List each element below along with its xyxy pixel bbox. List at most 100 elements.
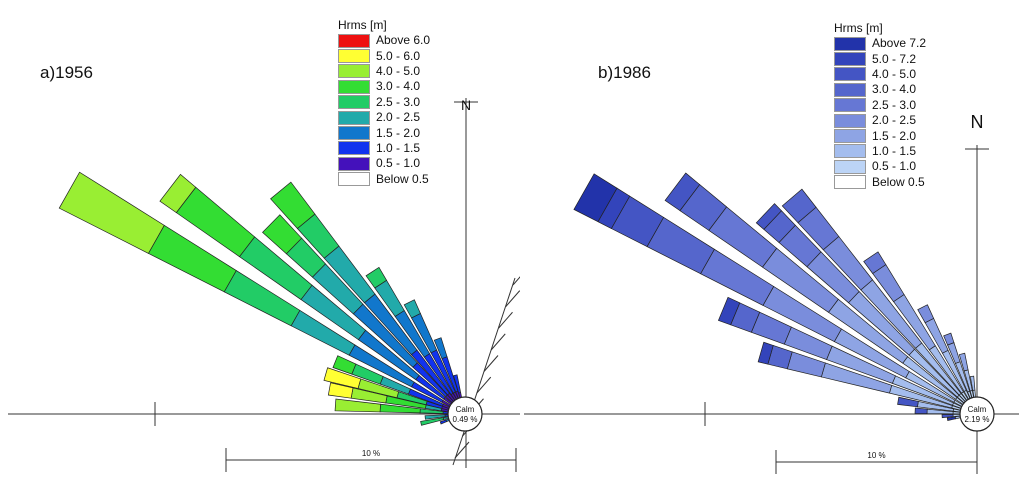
panel-a-1956: N Calm 0.49 % 10 % a)1956 Hrms [m] Above 6.… [8, 17, 520, 472]
rose-petal-segment [717, 296, 741, 326]
rose-petal-segment [424, 414, 446, 420]
rose-petal-segment [958, 352, 969, 372]
rose-petal-segment [439, 419, 447, 425]
north-label: N [971, 112, 984, 132]
legend-label: 2.5 - 3.0 [376, 94, 421, 109]
legend-1986: Hrms [m] Above 7.2 5.0 - 7.2 4.0 - 5.0 3.0 … [834, 20, 926, 190]
legend-entry: 1.5 - 2.0 [834, 128, 926, 144]
legend-entry: 3.0 - 4.0 [338, 79, 430, 94]
legend-label: Above 7.2 [872, 36, 927, 51]
legend-entry: 5.0 - 6.0 [338, 48, 430, 64]
legend-entry: Below 0.5 [338, 172, 430, 187]
legend-entry: Above 7.2 [834, 36, 926, 51]
legend-swatch [338, 49, 370, 64]
rose-petal-segment [969, 375, 976, 391]
legend-label: 2.5 - 3.0 [872, 97, 917, 112]
calm-circle [447, 396, 483, 432]
legend-swatch [834, 36, 866, 51]
rose-petal-segment [262, 214, 303, 255]
legend-label: 3.0 - 4.0 [872, 82, 917, 97]
legend-swatch [834, 67, 866, 82]
rose-petal-segment [403, 299, 421, 319]
legend-entry: Below 0.5 [834, 175, 926, 190]
coastline-hatch [483, 355, 499, 372]
panel-a-label: a)1956 [40, 63, 93, 82]
legend-entry: Above 6.0 [338, 33, 430, 48]
rose-petal-segment [917, 304, 935, 324]
rose-petal-segment [323, 367, 362, 389]
legend-swatch [338, 126, 370, 141]
legend-swatch [338, 64, 370, 79]
legend-swatch [834, 52, 866, 67]
coastline-hatch [454, 441, 470, 459]
coastline-hatch [490, 333, 506, 351]
coastline-hatch [476, 376, 492, 394]
rose-petal-segment [159, 173, 197, 214]
calm-value: 2.19 % [965, 415, 990, 424]
legend-entry: 2.0 - 2.5 [338, 110, 430, 125]
legend-swatch [338, 95, 370, 110]
rose-petal-segment [327, 382, 354, 399]
rose-petal-segment [433, 337, 448, 360]
legend-label: 5.0 - 7.2 [872, 51, 917, 66]
legend-label: 1.0 - 1.5 [376, 140, 421, 155]
legend-entry: 2.5 - 3.0 [338, 95, 430, 110]
rose-petal-segment [914, 407, 928, 415]
rose-petal-segment [664, 172, 701, 212]
rose-petal-segment [863, 251, 887, 274]
coastline-hatch [505, 290, 520, 307]
legend-1956: Hrms [m] Above 6.0 5.0 - 6.0 4.0 - 5.0 3.0 … [338, 17, 430, 187]
legend-label: 4.0 - 5.0 [872, 66, 917, 81]
calm-value: 0.49 % [453, 415, 478, 424]
coastline-hatch [512, 276, 520, 286]
panel-b-label: b)1986 [598, 63, 651, 82]
rose-petal-segment [897, 396, 919, 408]
legend-entry: 2.5 - 3.0 [834, 98, 926, 113]
legend-swatch [338, 172, 370, 187]
rose-petal-segment [946, 416, 956, 421]
legend-entry: 1.0 - 1.5 [834, 144, 926, 159]
legend-entry: 1.0 - 1.5 [338, 141, 430, 156]
legend-swatch [834, 175, 866, 190]
rose-petal-segment [332, 355, 357, 375]
scale-label: 10 % [867, 451, 885, 460]
legend-label: Below 0.5 [376, 171, 429, 186]
legend-entry: 2.0 - 2.5 [834, 113, 926, 128]
legend-swatch [338, 110, 370, 125]
legend-swatch [338, 156, 370, 171]
rose-petal-segment [453, 374, 462, 394]
legend-label: 0.5 - 1.0 [376, 156, 421, 171]
legend-label: 5.0 - 6.0 [376, 48, 421, 63]
legend-label: 1.0 - 1.5 [872, 143, 917, 158]
calm-title: Calm [456, 405, 475, 414]
legend-label: 4.0 - 5.0 [376, 63, 421, 78]
legend-swatch [338, 33, 370, 48]
legend-entry: 1.5 - 2.0 [338, 125, 430, 141]
legend-label: 2.0 - 2.5 [872, 113, 917, 128]
rose-petal-segment [573, 173, 618, 223]
legend-swatch [834, 129, 866, 144]
legend-label: 2.0 - 2.5 [376, 110, 421, 125]
rose-petal-segment [58, 171, 165, 254]
legend-entry: 0.5 - 1.0 [834, 159, 926, 174]
legend-entry: 4.0 - 5.0 [338, 64, 430, 79]
legend-label: Below 0.5 [872, 174, 925, 189]
rose-petal-segment [755, 203, 782, 230]
rose-petal-segment [757, 341, 774, 365]
rose-petal-segment [365, 266, 388, 289]
scale-label: 10 % [362, 449, 380, 458]
legend-entry: 5.0 - 7.2 [834, 51, 926, 67]
legend-swatch [834, 98, 866, 113]
legend-title: Hrms [m] [834, 21, 883, 35]
legend-entry: 0.5 - 1.0 [338, 156, 430, 171]
coastline-hatch [498, 311, 513, 329]
legend-swatch [834, 82, 866, 97]
legend-entry: 3.0 - 4.0 [834, 82, 926, 97]
panel-b-1986: N Calm 2.19 % 10 % b)1986 Hrms [m] Above 7.… [520, 0, 1019, 478]
legend-swatch [834, 113, 866, 128]
rose-petal-segment [420, 417, 445, 426]
legend-swatch [338, 141, 370, 156]
rose-petal-segment [334, 398, 381, 413]
